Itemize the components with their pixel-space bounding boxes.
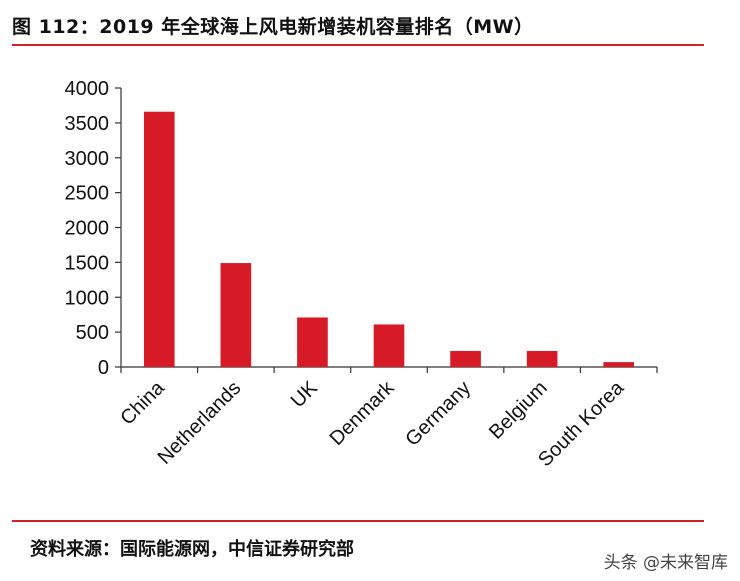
bar-germany <box>450 350 481 367</box>
bar-belgium <box>526 350 558 367</box>
bar-china <box>143 111 175 367</box>
y-tick-label: 2000 <box>65 218 110 240</box>
x-tick-label: Netherlands <box>154 377 246 469</box>
chart-bars <box>143 111 635 367</box>
source-rule <box>12 520 704 522</box>
bar-denmark <box>373 324 405 367</box>
y-tick-label: 3500 <box>65 113 110 135</box>
bar-south-korea <box>603 362 635 367</box>
source-note: 资料来源：国际能源网，中信证券研究部 <box>30 539 354 560</box>
figure-title: 图 112：2019 年全球海上风电新增装机容量排名（MW） <box>12 16 534 38</box>
y-tick-label: 0 <box>98 357 109 379</box>
y-tick-label: 3000 <box>65 148 110 170</box>
x-tick-label: Denmark <box>326 376 400 450</box>
watermark: 头条 @未来智库 <box>603 553 728 573</box>
x-tick-label: Germany <box>401 377 475 451</box>
x-tick-label: UK <box>287 377 323 413</box>
y-tick-label: 500 <box>76 322 109 344</box>
bar-netherlands <box>220 263 252 367</box>
y-tick-label: 4000 <box>65 78 110 100</box>
y-tick-label: 1500 <box>65 252 110 274</box>
y-tick-labels: 0 500 1000 1500 2000 2500 3000 3500 4000 <box>65 78 110 379</box>
x-tick-label: China <box>116 376 169 429</box>
x-tick-label: Belgium <box>485 377 552 444</box>
y-tick-label: 2500 <box>65 183 110 205</box>
bar-uk <box>297 317 328 367</box>
y-tick-label: 1000 <box>65 287 110 309</box>
title-rule <box>12 44 704 46</box>
